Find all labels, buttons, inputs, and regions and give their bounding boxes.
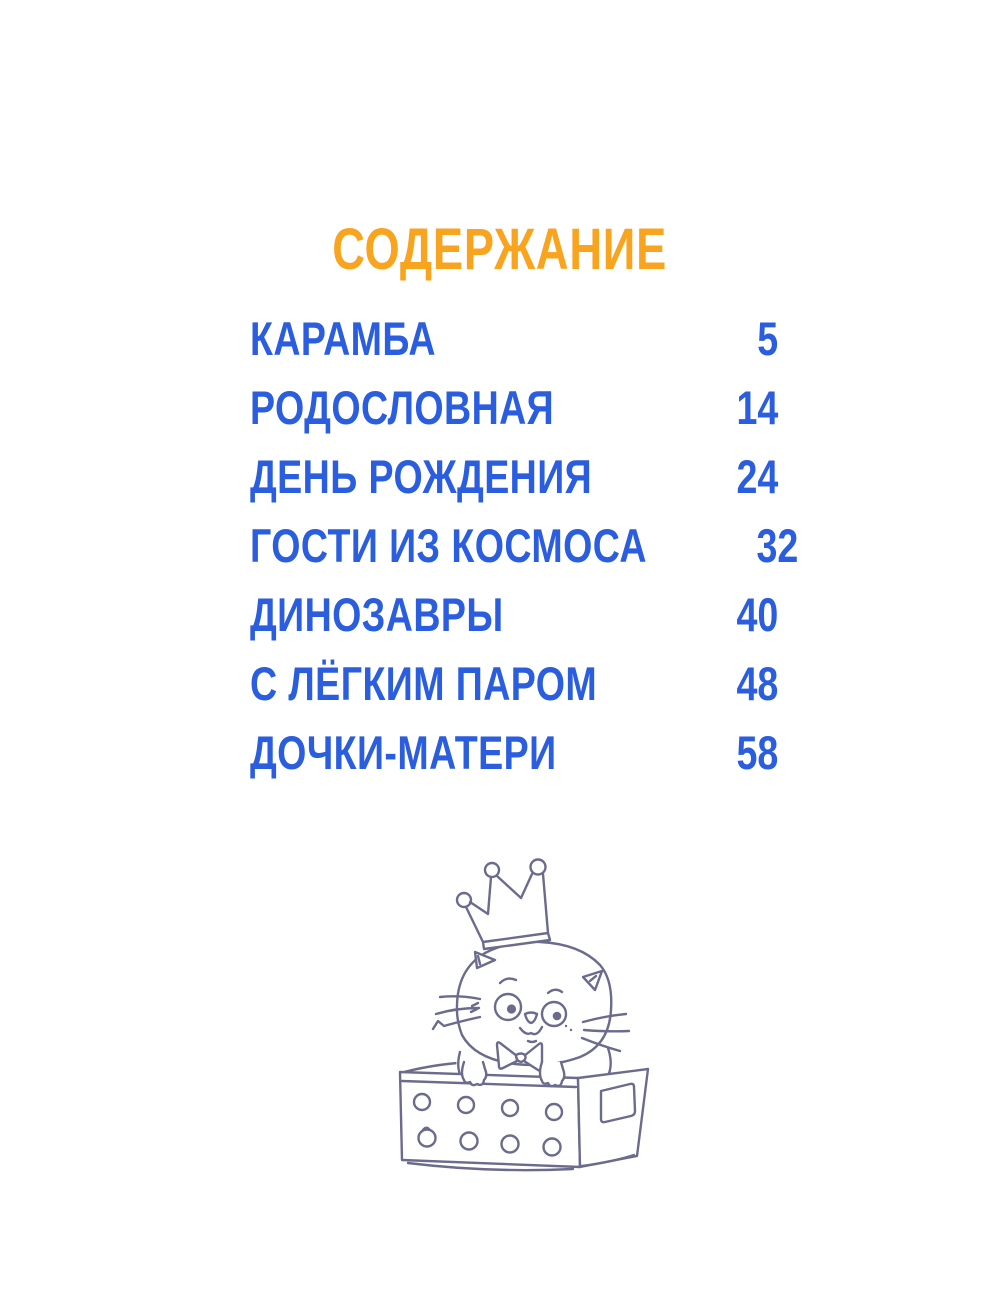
- box-handle-hole: [599, 1082, 637, 1124]
- toc-entry: ГОСТИ ИЗ КОСМОСА 32: [250, 519, 798, 572]
- cat-whiskers-left: [431, 995, 482, 1031]
- cat-bow-tie: [495, 1041, 544, 1072]
- cat-mouth: [518, 1025, 544, 1036]
- toc-entry-label: КАРАМБА: [250, 312, 436, 365]
- cat-pupil-right: [552, 1011, 562, 1021]
- cat-eyebrow-right: [546, 988, 564, 995]
- cat-paw-right: [538, 1060, 566, 1088]
- toc-entry-label: РОДОСЛОВНАЯ: [250, 381, 555, 434]
- toc-entry-page-number: 40: [736, 588, 778, 641]
- cat-pupil-left: [506, 1004, 517, 1014]
- cat-eyebrow-left: [498, 977, 518, 985]
- page-title-text: СОДЕРЖАНИЕ: [332, 217, 668, 282]
- toc-entry: ДОЧКИ-МАТЕРИ 58: [250, 729, 778, 776]
- cat-nose: [523, 1011, 539, 1025]
- toc-entry-page-number: 5: [757, 312, 778, 365]
- toc-entry-page-number: 48: [736, 657, 778, 710]
- toc-entry: С ЛЁГКИМ ПАРОМ 48: [250, 660, 778, 707]
- box-side-face: [576, 1067, 650, 1169]
- cat-in-box-illustration: [398, 858, 650, 1172]
- toc-entry-label: ДЕНЬ РОЖДЕНИЯ: [250, 450, 593, 503]
- toc-entry-page-number: 32: [756, 519, 799, 572]
- box-holes: [412, 1092, 564, 1157]
- toc-entry: КАРАМБА 5: [250, 315, 778, 362]
- cat-ear-right: [581, 969, 604, 992]
- cat-whiskers-right: [564, 1012, 631, 1053]
- toc-entry-page-number: 24: [736, 450, 778, 503]
- cardboard-box: [398, 1067, 650, 1172]
- page-title: СОДЕРЖАНИЕ: [0, 221, 1000, 279]
- toc-entry-page-number: 14: [736, 381, 778, 434]
- toc-entry: РОДОСЛОВНАЯ 14: [250, 384, 778, 431]
- toc-entry-label: С ЛЁГКИМ ПАРОМ: [250, 657, 598, 710]
- toc-entry-label: ДОЧКИ-МАТЕРИ: [250, 726, 557, 779]
- toc-entry-page-number: 58: [736, 726, 778, 779]
- toc-entry: ДЕНЬ РОЖДЕНИЯ 24: [250, 453, 778, 500]
- toc-entry-label: ГОСТИ ИЗ КОСМОСА: [250, 519, 647, 572]
- toc-entry-label: ДИНОЗАВРЫ: [250, 588, 504, 641]
- toc-entry: ДИНОЗАВРЫ 40: [250, 591, 778, 638]
- cat-paw-left: [460, 1060, 488, 1087]
- crown: [455, 858, 552, 951]
